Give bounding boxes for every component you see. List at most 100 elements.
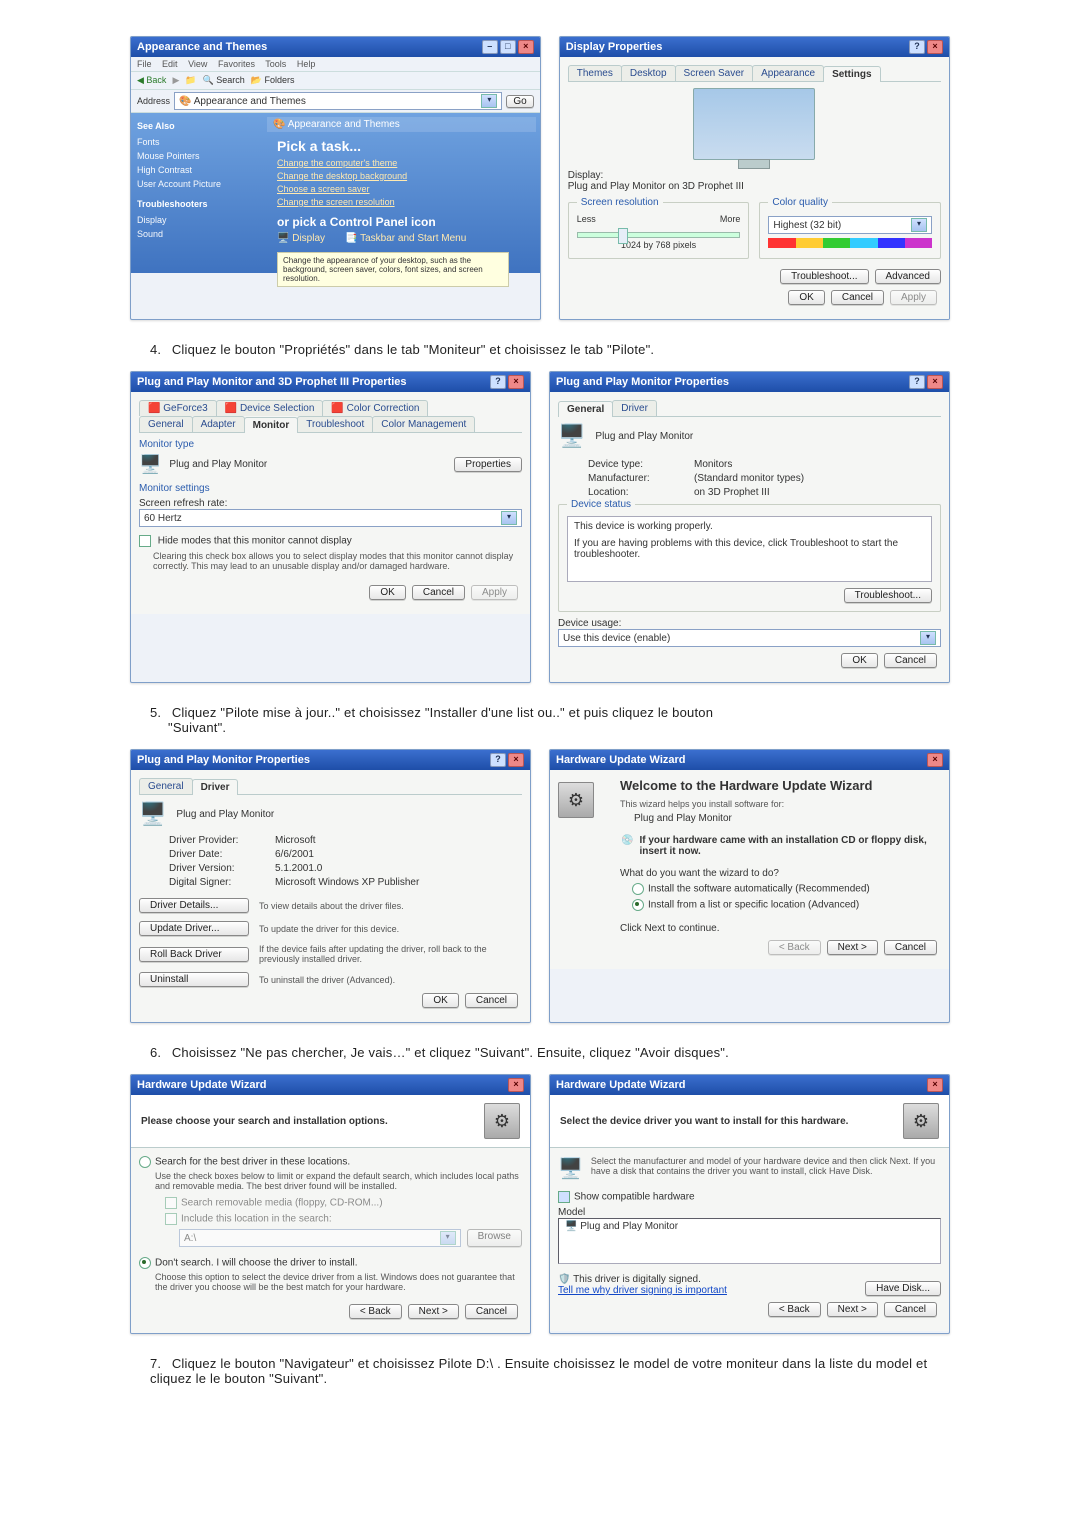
refresh-select[interactable]: 60 Hertz ▾ — [139, 509, 522, 527]
cancel-button[interactable]: Cancel — [465, 993, 518, 1008]
next-button[interactable]: Next > — [408, 1304, 459, 1319]
path-field[interactable]: A:\▾ — [179, 1229, 461, 1247]
model-listbox[interactable]: 🖥️ Plug and Play Monitor — [558, 1218, 941, 1264]
cancel-button[interactable]: Cancel — [831, 290, 884, 305]
signing-info-link[interactable]: Tell me why driver signing is important — [558, 1285, 727, 1296]
display-icon[interactable]: 🖥️ Display — [277, 233, 325, 244]
task-link[interactable]: Choose a screen saver — [277, 184, 526, 194]
search-button[interactable]: 🔍 Search — [203, 75, 245, 86]
back-button[interactable]: ◀ Back — [137, 75, 166, 86]
menu-tools[interactable]: Tools — [265, 59, 286, 69]
apply-button[interactable]: Apply — [471, 585, 518, 600]
menu-help[interactable]: Help — [297, 59, 316, 69]
tab-desktop[interactable]: Desktop — [621, 65, 676, 81]
tab-device-selection[interactable]: 🟥 Device Selection — [216, 400, 324, 416]
auto-install-radio[interactable] — [632, 883, 644, 895]
include-location-checkbox[interactable] — [165, 1213, 177, 1225]
removable-media-checkbox[interactable] — [165, 1197, 177, 1209]
back-button[interactable]: < Back — [768, 1302, 821, 1317]
menu-file[interactable]: File — [137, 59, 152, 69]
sidebar-item[interactable]: Mouse Pointers — [137, 149, 257, 163]
minimize-icon[interactable]: – — [482, 40, 498, 54]
close-icon[interactable]: × — [927, 40, 943, 54]
next-button[interactable]: Next > — [827, 1302, 878, 1317]
next-button[interactable]: Next > — [827, 940, 878, 955]
slider-thumb[interactable] — [618, 228, 628, 244]
advanced-button[interactable]: Advanced — [875, 269, 941, 284]
help-icon[interactable]: ? — [909, 40, 925, 54]
have-disk-button[interactable]: Have Disk... — [865, 1281, 941, 1296]
uninstall-button[interactable]: Uninstall — [139, 972, 249, 987]
tab-general[interactable]: General — [558, 401, 613, 417]
forward-button[interactable]: ▶ — [172, 75, 179, 86]
usage-select[interactable]: Use this device (enable) ▾ — [558, 629, 941, 647]
ok-button[interactable]: OK — [841, 653, 877, 668]
chevron-down-icon[interactable]: ▾ — [481, 94, 497, 108]
tab-settings[interactable]: Settings — [823, 66, 880, 82]
tab-themes[interactable]: Themes — [568, 65, 622, 81]
tab-driver[interactable]: Driver — [612, 400, 657, 416]
ok-button[interactable]: OK — [788, 290, 824, 305]
cancel-button[interactable]: Cancel — [884, 653, 937, 668]
show-compatible-checkbox[interactable] — [558, 1191, 570, 1203]
task-link[interactable]: Change the desktop background — [277, 171, 526, 181]
task-link[interactable]: Change the screen resolution — [277, 197, 526, 207]
menu-edit[interactable]: Edit — [162, 59, 178, 69]
task-link[interactable]: Change the computer's theme — [277, 158, 526, 168]
tab-general[interactable]: General — [139, 416, 193, 432]
tab-appearance[interactable]: Appearance — [752, 65, 824, 81]
apply-button[interactable]: Apply — [890, 290, 937, 305]
properties-button[interactable]: Properties — [454, 457, 522, 472]
close-icon[interactable]: × — [508, 753, 524, 767]
dont-search-radio[interactable] — [139, 1257, 151, 1269]
tab-troubleshoot[interactable]: Troubleshoot — [297, 416, 373, 432]
sidebar-item[interactable]: Fonts — [137, 135, 257, 149]
close-icon[interactable]: × — [508, 375, 524, 389]
close-icon[interactable]: × — [508, 1078, 524, 1092]
chevron-down-icon[interactable]: ▾ — [920, 631, 936, 645]
troubleshoot-button[interactable]: Troubleshoot... — [844, 588, 932, 603]
tab-driver[interactable]: Driver — [192, 779, 239, 795]
back-button[interactable]: < Back — [768, 940, 821, 955]
sidebar-item[interactable]: High Contrast — [137, 163, 257, 177]
tab-screensaver[interactable]: Screen Saver — [675, 65, 754, 81]
cancel-button[interactable]: Cancel — [465, 1304, 518, 1319]
up-button[interactable]: 📁 — [185, 75, 196, 86]
help-icon[interactable]: ? — [909, 375, 925, 389]
tab-color-correction[interactable]: 🟥 Color Correction — [322, 400, 428, 416]
cancel-button[interactable]: Cancel — [884, 940, 937, 955]
folders-button[interactable]: 📂 Folders — [251, 75, 295, 86]
update-driver-button[interactable]: Update Driver... — [139, 921, 249, 936]
browse-button[interactable]: Browse — [467, 1229, 522, 1247]
troubleshoot-button[interactable]: Troubleshoot... — [780, 269, 868, 284]
sidebar-item[interactable]: Display — [137, 213, 257, 227]
help-icon[interactable]: ? — [490, 753, 506, 767]
ok-button[interactable]: OK — [369, 585, 405, 600]
resolution-slider[interactable] — [577, 232, 741, 238]
ok-button[interactable]: OK — [422, 993, 458, 1008]
list-install-radio[interactable] — [632, 899, 644, 911]
tab-geforce[interactable]: 🟥 GeForce3 — [139, 400, 217, 416]
model-list-item[interactable]: 🖥️ Plug and Play Monitor — [565, 1221, 934, 1232]
tab-general[interactable]: General — [139, 778, 193, 794]
help-icon[interactable]: ? — [490, 375, 506, 389]
menu-view[interactable]: View — [188, 59, 207, 69]
driver-details-button[interactable]: Driver Details... — [139, 898, 249, 913]
maximize-icon[interactable]: □ — [500, 40, 516, 54]
chevron-down-icon[interactable]: ▾ — [911, 218, 927, 232]
close-icon[interactable]: × — [927, 1078, 943, 1092]
tab-monitor[interactable]: Monitor — [244, 417, 299, 433]
taskbar-icon[interactable]: 📑 Taskbar and Start Menu — [345, 233, 466, 244]
sidebar-item[interactable]: Sound — [137, 227, 257, 241]
address-field[interactable]: 🎨 Appearance and Themes ▾ — [174, 92, 502, 110]
rollback-driver-button[interactable]: Roll Back Driver — [139, 947, 249, 962]
tab-color-mgmt[interactable]: Color Management — [372, 416, 475, 432]
cancel-button[interactable]: Cancel — [412, 585, 465, 600]
cancel-button[interactable]: Cancel — [884, 1302, 937, 1317]
close-icon[interactable]: × — [518, 40, 534, 54]
close-icon[interactable]: × — [927, 375, 943, 389]
chevron-down-icon[interactable]: ▾ — [440, 1231, 456, 1245]
chevron-down-icon[interactable]: ▾ — [501, 511, 517, 525]
close-icon[interactable]: × — [927, 753, 943, 767]
search-locations-radio[interactable] — [139, 1156, 151, 1168]
